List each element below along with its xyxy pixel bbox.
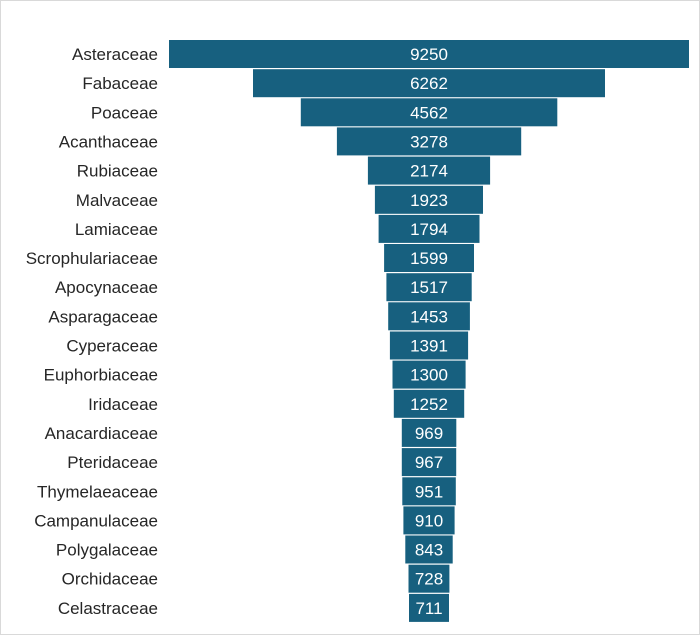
value-label-scrophulariaceae: 1599: [410, 249, 448, 268]
bar-anacardiaceae: [401, 418, 457, 447]
bar-pteridaceae: [401, 448, 457, 477]
value-label-anacardiaceae: 969: [415, 424, 443, 443]
category-label-apocynaceae: Apocynaceae: [55, 278, 158, 297]
value-label-orchidaceae: 728: [415, 570, 443, 589]
bar-orchidaceae: [408, 564, 450, 593]
category-label-anacardiaceae: Anacardiaceae: [45, 424, 158, 443]
bar-apocynaceae: [386, 273, 472, 302]
category-label-pteridaceae: Pteridaceae: [67, 453, 158, 472]
category-label-cyperaceae: Cyperaceae: [66, 337, 158, 356]
bar-poaceae: [300, 98, 558, 127]
bar-fabaceae: [253, 69, 605, 98]
bar-malvaceae: [374, 185, 483, 214]
category-label-rubiaceae: Rubiaceae: [77, 162, 158, 181]
value-label-malvaceae: 1923: [410, 191, 448, 210]
value-label-asparagaceae: 1453: [410, 307, 448, 326]
value-label-poaceae: 4562: [410, 103, 448, 122]
bar-euphorbiaceae: [392, 360, 466, 389]
category-label-euphorbiaceae: Euphorbiaceae: [44, 366, 158, 385]
value-label-campanulaceae: 910: [415, 511, 443, 530]
category-label-polygalaceae: Polygalaceae: [56, 541, 158, 560]
bar-acanthaceae: [336, 127, 522, 156]
bar-asparagaceae: [388, 302, 470, 331]
category-label-asparagaceae: Asparagaceae: [48, 307, 158, 326]
category-label-orchidaceae: Orchidaceae: [62, 570, 158, 589]
value-label-celastraceae: 711: [415, 599, 442, 618]
value-label-cyperaceae: 1391: [410, 337, 448, 356]
bar-rubiaceae: [367, 156, 491, 185]
value-label-asteraceae: 9250: [410, 45, 448, 64]
category-label-iridaceae: Iridaceae: [88, 395, 158, 414]
category-label-acanthaceae: Acanthaceae: [59, 132, 158, 151]
category-label-asteraceae: Asteraceae: [72, 45, 158, 64]
bar-asteraceae: [169, 40, 689, 68]
bar-thymelaeaceae: [402, 477, 456, 506]
bar-polygalaceae: [405, 535, 453, 564]
value-label-euphorbiaceae: 1300: [410, 366, 448, 385]
bar-celastraceae: [409, 593, 449, 622]
bar-scrophulariaceae: [384, 244, 474, 272]
category-label-scrophulariaceae: Scrophulariaceae: [26, 249, 158, 268]
category-label-malvaceae: Malvaceae: [76, 191, 158, 210]
value-label-iridaceae: 1252: [410, 395, 448, 414]
category-label-celastraceae: Celastraceae: [58, 599, 158, 618]
value-label-thymelaeaceae: 951: [415, 482, 443, 501]
value-label-acanthaceae: 3278: [410, 132, 448, 151]
bar-lamiaceae: [378, 214, 480, 243]
category-label-fabaceae: Fabaceae: [82, 74, 158, 93]
bar-cyperaceae: [389, 331, 469, 360]
value-label-rubiaceae: 2174: [410, 162, 448, 181]
category-label-poaceae: Poaceae: [91, 103, 158, 122]
value-label-polygalaceae: 843: [415, 541, 443, 560]
value-label-lamiaceae: 1794: [410, 220, 448, 239]
value-label-fabaceae: 6262: [410, 74, 448, 93]
bar-campanulaceae: [403, 506, 455, 535]
category-label-campanulaceae: Campanulaceae: [34, 511, 158, 530]
category-label-lamiaceae: Lamiaceae: [75, 220, 158, 239]
value-label-apocynaceae: 1517: [410, 278, 448, 297]
value-label-pteridaceae: 967: [415, 453, 443, 472]
category-label-thymelaeaceae: Thymelaeaceae: [37, 482, 158, 501]
bar-iridaceae: [393, 389, 465, 418]
